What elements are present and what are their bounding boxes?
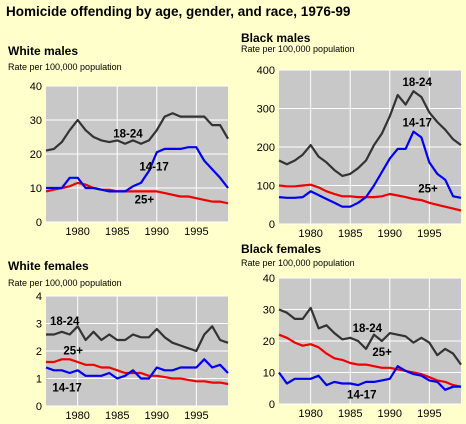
y-tick-label: 0: [36, 401, 42, 413]
y-tick-label: 400: [257, 65, 275, 77]
y-tick-label: 0: [36, 217, 42, 229]
y-tick-label: 0: [269, 399, 275, 411]
y-axis-unit-label: Rate per 100,000 population: [241, 258, 355, 268]
series-label: 25+: [418, 183, 438, 195]
chart-black-males: Black males Rate per 100,000 population …: [233, 30, 466, 242]
y-tick-label: 40: [30, 81, 42, 93]
series-line-14-17: [278, 365, 461, 391]
series-label: 18-24: [402, 77, 432, 89]
x-tick-label: 1985: [105, 226, 129, 238]
y-tick-label: 30: [30, 115, 42, 127]
chart-title: White males: [8, 44, 79, 58]
y-tick-label: 40: [263, 273, 275, 285]
x-tick-label: 1995: [184, 226, 208, 238]
series-label: 14-17: [347, 389, 376, 401]
y-tick-label: 30: [263, 305, 275, 317]
y-tick-label: 20: [30, 149, 42, 161]
chart-black-females: Black females Rate per 100,000 populatio…: [233, 242, 466, 424]
x-tick-label: 1990: [145, 410, 169, 422]
series-line-25-plus: [45, 181, 229, 205]
y-tick-label: 0: [269, 219, 275, 231]
x-tick-label: 1990: [378, 408, 402, 420]
x-tick-label: 1985: [105, 410, 129, 422]
x-tick-label: 1980: [65, 410, 89, 422]
y-tick-label: 10: [30, 183, 42, 195]
y-tick-label: 1: [36, 374, 42, 386]
series-label: 25+: [63, 345, 83, 357]
page-title: Homicide offending by age, gender, and r…: [6, 4, 351, 19]
x-tick-label: 1980: [298, 228, 322, 240]
x-tick-label: 1995: [184, 410, 208, 422]
y-tick-label: 3: [36, 319, 42, 331]
series-label: 14-17: [402, 118, 431, 130]
x-tick-label: 1985: [338, 228, 362, 240]
series-label: 14-17: [139, 161, 168, 173]
chart-title: Black females: [241, 242, 322, 256]
x-tick-label: 1990: [378, 228, 402, 240]
y-tick-label: 4: [36, 291, 42, 303]
series-line-18-24: [46, 325, 229, 353]
chart-title: Black males: [241, 31, 311, 45]
chart-title: White females: [8, 259, 89, 273]
series-label: 14-17: [52, 383, 81, 395]
x-tick-label: 1980: [298, 408, 322, 420]
series-line-18-24: [278, 90, 462, 177]
y-tick-label: 300: [257, 104, 275, 116]
plot-svg: 0 10 20 30 40 1980 1985 1990 1995 18-24 14-17 25+: [30, 81, 229, 238]
plot-svg: 0 1 2 3 4 1980 1985 1990 1995 18-24 25+ 14-17: [36, 291, 229, 422]
x-tick-label: 1980: [65, 226, 89, 238]
series-line-14-17: [46, 146, 229, 193]
chart-white-females: White females Rate per 100,000 populatio…: [0, 256, 233, 424]
chart-white-males: White males Rate per 100,000 population …: [0, 42, 233, 242]
series-line-14-17: [278, 130, 462, 208]
y-tick-label: 20: [263, 336, 275, 348]
series-line-25-plus: [278, 333, 462, 388]
y-tick-label: 100: [257, 181, 275, 193]
series-label: 18-24: [113, 129, 143, 141]
plot-svg: 0 100 200 300 400 1980 1985 1990 1995 18-24 14-17 2…: [257, 65, 462, 240]
x-tick-label: 1995: [417, 228, 441, 240]
y-tick-label: 2: [36, 346, 42, 358]
series-label: 25+: [135, 194, 155, 206]
y-axis-unit-label: Rate per 100,000 population: [8, 62, 122, 72]
x-tick-label: 1985: [338, 408, 362, 420]
y-tick-label: 10: [263, 368, 275, 380]
series-label: 18-24: [50, 316, 80, 328]
series-line-25-plus: [278, 183, 462, 212]
y-axis-unit-label: Rate per 100,000 population: [241, 44, 355, 54]
x-tick-label: 1990: [145, 226, 169, 238]
plot-svg: 0 10 20 30 40 1980 1985 1990 1995 18-24 25+ 14-17: [263, 273, 462, 420]
series-label: 25+: [372, 347, 392, 359]
x-tick-label: 1995: [417, 408, 441, 420]
series-label: 18-24: [353, 323, 383, 335]
y-axis-unit-label: Rate per 100,000 population: [8, 278, 122, 288]
series-line-18-24: [45, 112, 229, 152]
y-tick-label: 200: [257, 142, 275, 154]
series-line-14-17: [45, 358, 229, 380]
series-line-18-24: [278, 306, 462, 366]
